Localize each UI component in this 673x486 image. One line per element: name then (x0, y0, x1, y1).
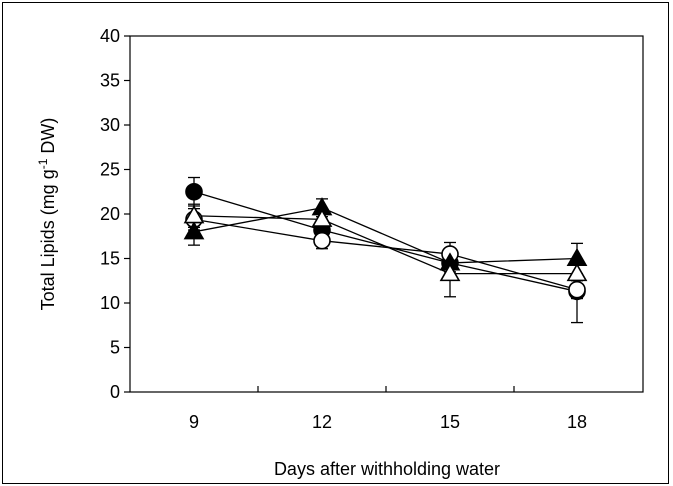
plot-area (129, 35, 644, 393)
x-axis: 9 12 15 18 (189, 386, 587, 432)
plot-border (129, 35, 644, 393)
y-axis-title-main: Total Lipids (mg g (38, 169, 58, 310)
y-tick-label: 10 (100, 293, 120, 313)
data-point (566, 247, 588, 267)
y-axis: 0 5 10 15 20 25 30 35 40 (100, 26, 130, 402)
data-point (311, 208, 333, 227)
y-tick-label: 0 (110, 382, 120, 402)
series-line (193, 191, 578, 293)
y-tick-label: 40 (100, 26, 120, 46)
y-tick-label: 25 (100, 160, 120, 180)
x-tick-label: 12 (312, 412, 332, 432)
y-tick-label: 15 (100, 249, 120, 269)
series-layer (183, 176, 588, 324)
x-tick-label: 18 (567, 412, 587, 432)
data-point (568, 280, 586, 299)
data-point (183, 221, 205, 240)
series-line (193, 218, 578, 291)
data-point (183, 205, 205, 224)
series-line (193, 207, 578, 264)
y-axis-title-superscript: -1 (36, 158, 50, 169)
y-tick-label: 30 (100, 115, 120, 135)
data-point (566, 263, 588, 282)
series-line (193, 215, 577, 275)
x-tick-label: 9 (189, 412, 199, 432)
y-axis-title-unit: DW) (38, 118, 58, 159)
y-tick-label: 35 (100, 71, 120, 91)
x-tick-label: 15 (440, 412, 460, 432)
y-tick-label: 20 (100, 204, 120, 224)
data-point (313, 231, 331, 250)
y-tick-label: 5 (110, 338, 120, 358)
data-point (439, 263, 461, 282)
x-axis-title: Days after withholding water (274, 459, 500, 479)
y-axis-title: Total Lipids (mg g-1 DW) (36, 118, 58, 311)
data-point (185, 182, 203, 201)
